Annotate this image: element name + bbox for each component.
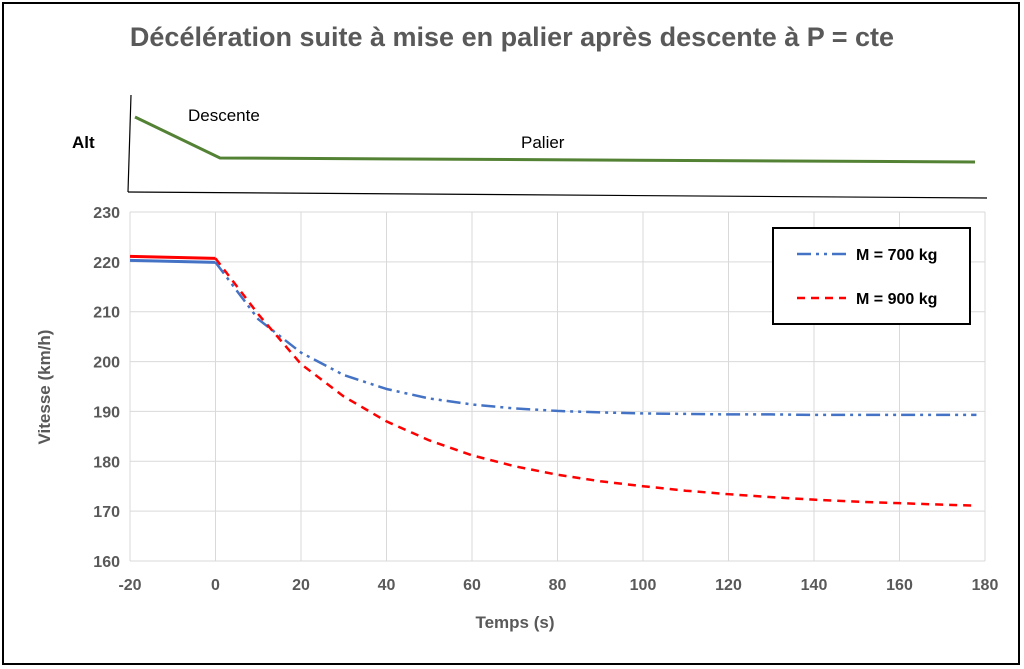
axes: 160 170 180 190 200 210 220 230 -20 0 20 40 60 80 100 1… [93,205,998,594]
series-1 [129,258,977,417]
altitude-panel: Alt Descente Palier [72,94,988,199]
y-tick-label: 190 [93,404,120,421]
y-tick-label: 160 [93,554,120,571]
series-2-line [214,257,977,507]
y-tick-label: 220 [93,255,120,272]
y-tick-label: 230 [93,205,120,222]
x-tick-label: 0 [211,577,220,594]
y-tick-label: 170 [93,504,120,521]
x-tick-label: 180 [972,577,999,594]
altitude-baseline [127,191,988,199]
series-1-descent-segment [129,258,216,264]
x-tick-label: -20 [118,577,141,594]
y-axis-title: Vitesse (km/h) [35,330,54,445]
x-tick-label: 140 [801,577,828,594]
x-tick-label: 20 [292,577,310,594]
x-tick-label: 80 [549,577,567,594]
altitude-axis [127,94,132,193]
x-tick-label: 60 [463,577,481,594]
series-2-descent-segment [129,254,216,260]
plot-area [129,254,977,507]
x-axis-title: Temps (s) [475,613,554,632]
altitude-profile-line [134,115,976,164]
phase-label-descent: Descente [188,106,260,125]
y-tick-label: 200 [93,355,120,372]
y-tick-label: 180 [93,454,120,471]
x-tick-label: 40 [378,577,396,594]
series-2 [129,254,977,507]
y-tick-label: 210 [93,305,120,322]
altitude-label: Alt [72,133,95,152]
phase-label-level: Palier [521,133,565,152]
x-tick-label: 100 [630,577,657,594]
chart-title: Décélération suite à mise en palier aprè… [130,22,894,52]
x-tick-label: 120 [715,577,742,594]
legend-label-series-1: M = 700 kg [856,247,937,264]
legend-label-series-2: M = 900 kg [856,291,937,308]
legend: M = 700 kg M = 900 kg [772,227,971,325]
legend-box [772,227,971,325]
x-tick-label: 160 [886,577,913,594]
